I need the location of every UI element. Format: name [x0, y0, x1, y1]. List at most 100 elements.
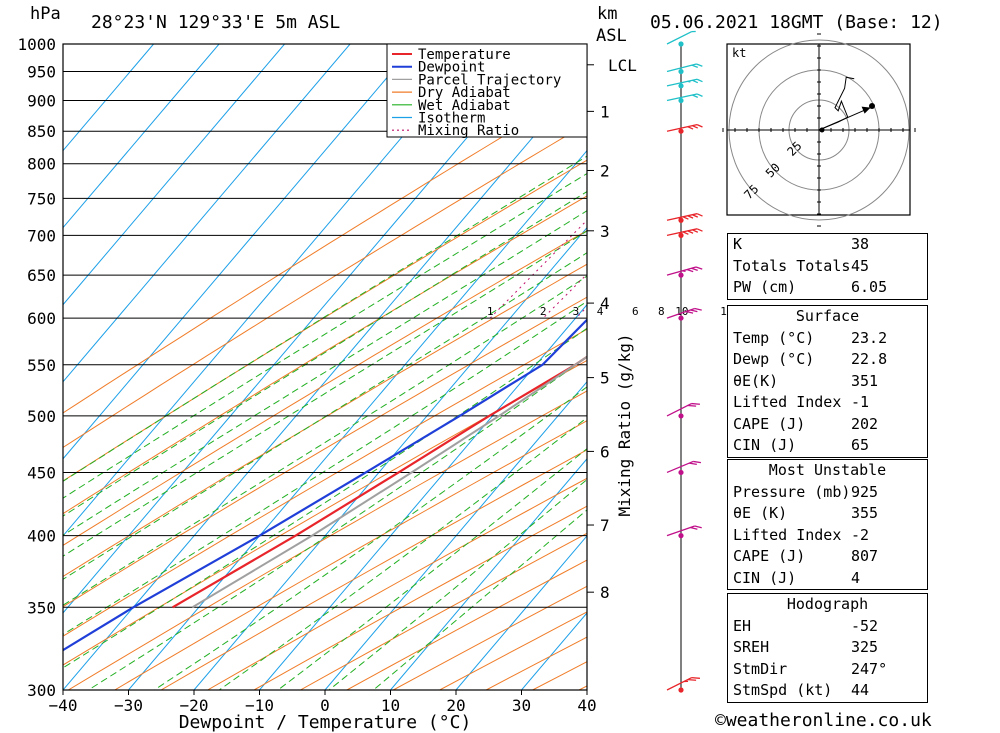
wind-barbs [666, 30, 703, 693]
legend-label: Isotherm [418, 111, 485, 127]
indices-table: K 38 Totals Totals 45 PW (cm) 6.05 [727, 233, 928, 300]
dry-adiabat-line [160, 449, 587, 690]
wind-barb-staff [666, 78, 698, 87]
most-unstable-label: CAPE (J) [733, 547, 806, 565]
surface-title: Surface [795, 307, 860, 325]
km-tick-label: 8 [600, 583, 610, 602]
hodograph-unit-label: kt [732, 46, 746, 60]
surface-row: CAPE (J) 202 [728, 414, 927, 436]
x-tick-label: −30 [114, 696, 143, 715]
wind-barb-feather [687, 678, 697, 681]
most-unstable-label: Lifted Index [733, 525, 842, 544]
most-unstable-table: Most Unstable Pressure (mb) 925 θE (K) 355 L… [727, 459, 928, 590]
wind-level-dot [678, 83, 684, 89]
surface-value: 202 [851, 414, 879, 433]
wind-barb-staff [666, 402, 692, 417]
x-tick-label: −20 [180, 696, 209, 715]
wet-adiabat-line [63, 210, 587, 536]
hodograph-value: 325 [851, 638, 879, 656]
wet-adiabat-line [218, 417, 587, 690]
dry-adiabat-line [68, 390, 587, 690]
surface-row: Temp (°C) 23.2 [728, 328, 927, 350]
most-unstable-row: CIN (J) 4 [728, 568, 927, 590]
isotherm-line [63, 44, 416, 460]
mixing-ratio-label: 2 [540, 305, 547, 318]
index-label: Totals Totals [733, 256, 851, 275]
km-tick-label: 1 [600, 102, 610, 121]
wind-barb-feather [687, 215, 694, 219]
legend-label: Dewpoint [418, 60, 485, 76]
wind-barb-feather [687, 404, 697, 407]
legend-label: Mixing Ratio [418, 123, 519, 139]
location-title: 28°23'N 129°33'E 5m ASL [91, 12, 341, 33]
most-unstable-value: 807 [851, 547, 879, 565]
wind-barb-staff [666, 63, 697, 73]
x-axis-title: Dewpoint / Temperature (°C) [179, 712, 472, 733]
wind-barb-feather [687, 230, 694, 234]
index-value: 6.05 [851, 278, 888, 296]
datetime-title: 05.06.2021 18GMT (Base: 12) [650, 12, 943, 33]
pressure-tick-label: 900 [27, 92, 56, 111]
surface-label: CAPE (J) [733, 414, 806, 433]
surface-row: θE(K) 351 [728, 371, 927, 393]
isotherm-line [63, 72, 587, 690]
hodograph-table: Hodograph EH -52 SREH 325 StmDir 247° StmSpd (… [727, 593, 928, 703]
most-unstable-row: θE (K) 355 [728, 503, 927, 525]
wind-barb-feather [692, 214, 699, 218]
wind-barb-feather [682, 231, 689, 235]
wind-barb-feather [687, 126, 694, 130]
lcl-label: LCL [608, 56, 637, 75]
wind-barb-feather [691, 267, 698, 271]
most-unstable-label: Pressure (mb) [733, 482, 851, 501]
wet-adiabat-line [63, 300, 587, 636]
wind-barb-feather [691, 402, 700, 405]
axis-labels: 1234681016202530035040045050055060065070… [17, 35, 777, 733]
surface-table: Surface Temp (°C) 23.2 Dewp (°C) 22.8 θE(K) 3… [727, 305, 928, 458]
isotherm-line [63, 44, 154, 152]
pressure-tick-label: 700 [27, 226, 56, 245]
pressure-tick-label: 850 [27, 122, 56, 141]
wind-barb-staff [666, 213, 698, 221]
hodograph-value: 44 [851, 681, 870, 699]
wind-level-dot [678, 272, 684, 278]
wind-barb-feather [690, 309, 698, 313]
surface-label: CIN (J) [733, 436, 797, 454]
surface-value: 23.2 [851, 328, 888, 347]
wet-adiabat-line [373, 509, 587, 690]
km-tick-label: 3 [600, 222, 610, 241]
km-tick-label: 6 [600, 442, 610, 461]
wind-barb-half-feather [687, 80, 691, 83]
most-unstable-row: Lifted Index -2 [728, 525, 927, 547]
km-tick-label: 7 [600, 516, 610, 535]
pressure-tick-label: 300 [27, 681, 56, 700]
wet-adiabat-line [63, 327, 587, 669]
x-tick-label: 10 [381, 696, 400, 715]
hodograph-label: SREH [733, 638, 770, 656]
dry-adiabat-line [63, 296, 587, 608]
mixing-ratio-line [489, 219, 587, 319]
pressure-tick-label: 350 [27, 598, 56, 617]
wind-level-dot [678, 469, 684, 476]
most-unstable-value: 4 [851, 568, 861, 587]
mixing-ratio-label: 6 [632, 305, 639, 318]
surface-row: CIN (J) 65 [728, 435, 927, 457]
wind-barb-feather [696, 124, 703, 128]
isotherm-line [193, 226, 587, 690]
hodograph-row: StmDir 247° [728, 659, 927, 681]
most-unstable-value: 925 [851, 482, 879, 501]
hodograph-label: EH [733, 616, 752, 635]
hodograph-value: -52 [851, 616, 879, 635]
wind-barb-feather [682, 216, 689, 220]
dry-adiabat-line [253, 505, 587, 690]
pressure-tick-label: 750 [27, 189, 56, 208]
mixing-ratio-label: 10 [675, 305, 688, 318]
wind-barb-staff [666, 31, 692, 45]
wind-barb-staff [666, 228, 698, 237]
storm-motion-arrowhead [861, 106, 871, 114]
wind-barb-feather [690, 526, 698, 530]
x-tick-label: −40 [49, 696, 78, 715]
hodograph-row: SREH 325 [728, 637, 927, 659]
pressure-tick-label: 600 [27, 309, 56, 328]
